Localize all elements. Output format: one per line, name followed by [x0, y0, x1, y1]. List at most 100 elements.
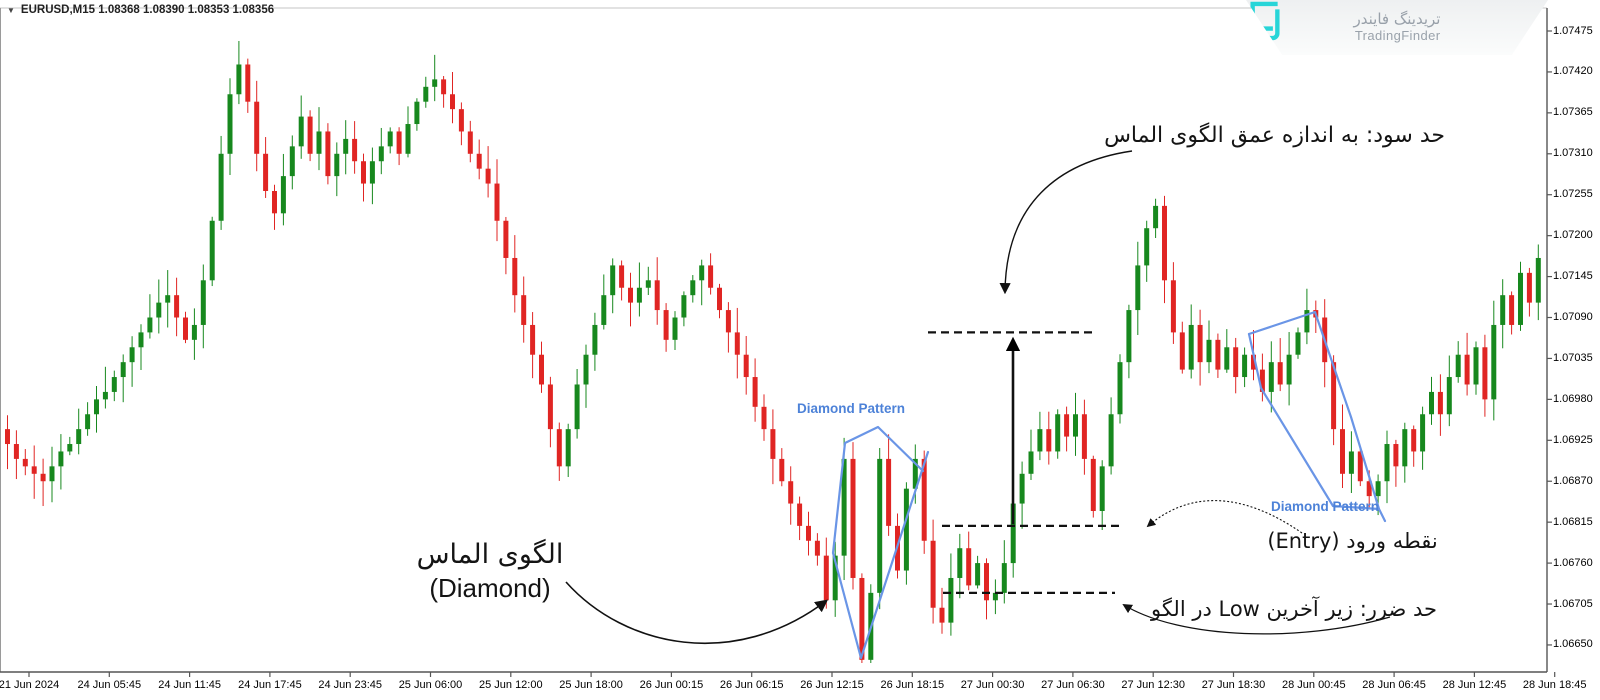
take-profit-arrow — [999, 150, 1133, 295]
candle — [1162, 205, 1167, 281]
candle — [1251, 354, 1256, 370]
candle — [1090, 458, 1096, 511]
candle — [841, 458, 847, 556]
candle — [40, 473, 46, 482]
candle — [5, 429, 10, 445]
candle — [352, 138, 358, 162]
candle — [1037, 429, 1043, 452]
candle — [165, 295, 171, 303]
candle — [22, 458, 28, 467]
time-axis-label: 25 Jun 18:00 — [559, 679, 623, 691]
diamond-pattern-label-right: Diamond Pattern — [1271, 499, 1380, 514]
candle — [903, 488, 909, 571]
time-axis-label: 28 Jun 00:45 — [1281, 679, 1346, 691]
candle — [1500, 295, 1506, 325]
symbol-dropdown-icon[interactable]: ▼ — [7, 5, 15, 15]
time-axis-label: 24 Jun 23:45 — [318, 679, 382, 691]
candle — [859, 577, 865, 660]
candle — [574, 384, 580, 430]
price-axis-label: 1.07255 — [1553, 188, 1593, 201]
candle — [1348, 451, 1354, 474]
candle — [512, 257, 518, 296]
candle — [886, 458, 892, 526]
candle — [405, 124, 411, 154]
time-axis-label: 25 Jun 12:00 — [478, 679, 543, 691]
take-profit-annotation: حد سود: به اندازه عمق الگوی الماس — [1104, 123, 1445, 148]
candle — [921, 458, 927, 541]
annotation-arrows-layer — [565, 150, 1391, 645]
diamond-left-shape[interactable] — [831, 441, 930, 660]
candle — [539, 354, 544, 385]
diamond-right-shape[interactable] — [1247, 310, 1387, 523]
time-axis-label: 24 Jun 11:45 — [158, 679, 221, 691]
candle — [94, 399, 99, 415]
candle — [378, 146, 384, 162]
candle — [912, 458, 918, 489]
candle — [992, 592, 998, 601]
diamond-right-shape[interactable] — [1247, 332, 1381, 511]
candle — [1081, 414, 1087, 459]
candles-layer — [5, 40, 1541, 663]
candle — [1108, 414, 1114, 467]
time-axis-label: 28 Jun 18:45 — [1522, 679, 1587, 691]
candle — [1411, 429, 1417, 452]
candle — [1402, 429, 1408, 467]
price-axis-label: 1.07200 — [1553, 229, 1593, 242]
candle — [1535, 257, 1541, 303]
candle — [1393, 444, 1399, 467]
candle — [761, 406, 767, 430]
candle — [387, 131, 393, 147]
candle — [1064, 414, 1070, 437]
candle — [147, 317, 153, 333]
candle — [565, 429, 571, 467]
time-axis-label: 21 Jun 2024 — [0, 679, 60, 691]
diamond-pattern-label-left: Diamond Pattern — [797, 401, 906, 416]
candle — [1518, 272, 1523, 325]
candle — [877, 458, 883, 593]
candle — [1259, 369, 1265, 392]
candle — [1117, 362, 1123, 415]
candle — [806, 525, 811, 541]
candle — [227, 94, 233, 154]
time-axis-label: 27 Jun 00:30 — [960, 679, 1025, 691]
candle — [601, 295, 607, 325]
candle — [432, 79, 438, 87]
candle — [814, 540, 820, 556]
candle — [788, 481, 794, 504]
candle — [1491, 324, 1497, 400]
candle — [1001, 563, 1007, 593]
candle — [717, 287, 722, 311]
candle — [476, 153, 482, 169]
candle — [547, 384, 553, 430]
brand-name-fa: تریدینگ فایندر — [1353, 10, 1441, 29]
diamond-left-shape[interactable] — [843, 425, 925, 473]
candle — [708, 265, 714, 288]
price-axis-label: 1.06980 — [1553, 392, 1593, 405]
candle — [138, 332, 144, 348]
candle — [1073, 414, 1078, 437]
candle — [1420, 414, 1426, 452]
price-axis-label: 1.07090 — [1553, 311, 1593, 323]
candle — [1233, 347, 1239, 378]
diamond-pattern-annotation: الگوی الماس (Diamond) — [375, 537, 605, 606]
price-axis-label: 1.07475 — [1553, 24, 1593, 37]
candle — [663, 310, 669, 340]
candle — [628, 287, 633, 303]
candle — [850, 458, 856, 578]
candle — [1188, 324, 1194, 370]
candle — [503, 220, 509, 258]
candle — [414, 101, 420, 125]
candle — [467, 131, 473, 154]
candle — [1455, 354, 1461, 378]
price-axis-label: 1.06760 — [1553, 556, 1593, 569]
time-axis-label: 28 Jun 12:45 — [1442, 679, 1507, 691]
time-axis-label: 24 Jun 17:45 — [238, 679, 302, 691]
candle — [1429, 391, 1434, 415]
candle — [645, 280, 651, 288]
candle — [1446, 377, 1452, 415]
candle — [930, 540, 936, 608]
candle — [156, 302, 162, 318]
candle — [245, 64, 251, 102]
